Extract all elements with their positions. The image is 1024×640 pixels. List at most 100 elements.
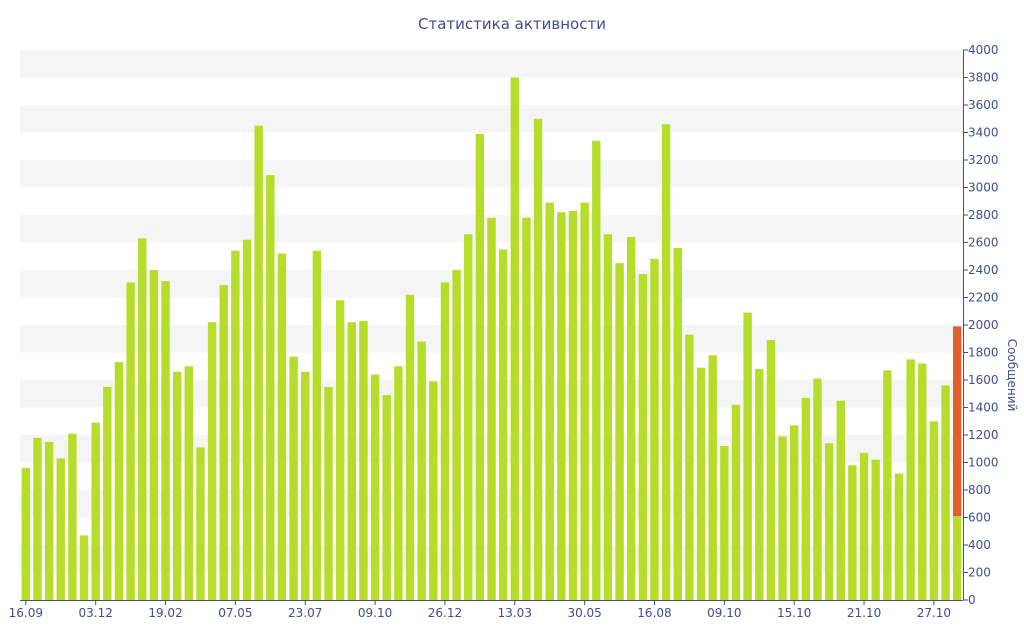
bar — [242, 239, 252, 600]
x-tick-label: 27.10 — [917, 606, 951, 620]
bar — [778, 436, 787, 600]
bar — [848, 465, 857, 600]
y-tick-label: 0 — [968, 593, 976, 607]
bar — [952, 516, 962, 600]
bar — [824, 443, 834, 600]
bar — [161, 281, 170, 600]
bar — [370, 374, 380, 600]
bar — [324, 386, 333, 600]
bar — [91, 422, 100, 600]
bar-highlight — [952, 326, 962, 517]
bar — [79, 535, 89, 600]
x-tick-label: 07.05 — [218, 606, 252, 620]
bar — [301, 371, 310, 600]
grid-band — [20, 105, 963, 133]
bar — [720, 446, 729, 600]
bar — [487, 217, 496, 600]
x-axis: 16.09 03.12 19.02 07.05 23.07 09.10 26.12 13.03… — [9, 600, 963, 620]
bar — [498, 249, 508, 600]
bar — [475, 133, 485, 600]
x-tick-label: 16.08 — [637, 606, 671, 620]
bar — [103, 386, 112, 600]
bar — [196, 447, 205, 600]
bar — [906, 359, 915, 600]
bar — [33, 437, 42, 600]
bar — [859, 452, 869, 600]
bar — [312, 250, 322, 600]
bar — [836, 400, 845, 600]
y-tick-label: 1400 — [968, 401, 999, 415]
bar — [207, 322, 217, 600]
y-tick-label: 2600 — [968, 236, 999, 250]
bar — [603, 234, 613, 600]
bar — [766, 340, 776, 600]
bar — [522, 217, 531, 600]
x-tick-label: 30.05 — [567, 606, 601, 620]
grid-band — [20, 160, 963, 188]
y-tick-label: 4000 — [968, 43, 999, 57]
bar — [871, 459, 880, 600]
bar — [661, 124, 671, 600]
bar — [149, 270, 159, 600]
bar — [452, 270, 461, 600]
bar — [429, 381, 438, 600]
bar — [44, 441, 54, 600]
x-tick-label: 26.12 — [428, 606, 462, 620]
x-tick-label: 15.10 — [777, 606, 811, 620]
bar — [440, 282, 450, 600]
bar — [405, 294, 415, 600]
bar — [755, 369, 764, 600]
bar — [813, 378, 822, 600]
bar — [673, 248, 682, 600]
bar — [731, 404, 741, 600]
bar — [347, 322, 356, 600]
y-axis: 0 200 400 600 800 1000 1200 1400 1600 1800 2000 220… — [963, 43, 999, 607]
y-tick-label: 3000 — [968, 181, 999, 195]
bar — [417, 341, 426, 600]
bar — [929, 421, 939, 600]
bar — [219, 285, 228, 600]
bar — [580, 202, 589, 600]
y-tick-label: 2400 — [968, 263, 999, 277]
bar-series — [21, 77, 962, 600]
bar — [883, 370, 892, 600]
bar — [568, 210, 578, 600]
bar — [696, 367, 706, 600]
y-tick-label: 3200 — [968, 153, 999, 167]
bar — [627, 237, 636, 600]
bar — [638, 274, 648, 600]
y-tick-label: 3600 — [968, 98, 999, 112]
bar — [382, 395, 391, 600]
bar — [21, 468, 31, 600]
y-tick-label: 1600 — [968, 373, 999, 387]
y-tick-label: 1800 — [968, 346, 999, 360]
bar — [172, 371, 182, 600]
x-tick-label: 23.07 — [288, 606, 322, 620]
x-tick-label: 21.10 — [847, 606, 881, 620]
bar — [335, 300, 345, 600]
x-tick-label: 03.12 — [78, 606, 112, 620]
y-tick-label: 3400 — [968, 126, 999, 140]
bar — [114, 362, 124, 600]
bar — [510, 77, 519, 600]
y-tick-label: 3800 — [968, 71, 999, 85]
bar — [533, 118, 543, 600]
bar — [685, 334, 694, 600]
x-tick-label: 16.09 — [9, 606, 43, 620]
y-tick-label: 2200 — [968, 291, 999, 305]
bar — [184, 366, 193, 600]
bar — [894, 473, 904, 600]
y-tick-label: 600 — [968, 511, 991, 525]
bar — [918, 363, 927, 600]
bar — [266, 175, 275, 600]
bar — [231, 250, 240, 600]
bar — [615, 263, 624, 600]
bar — [277, 253, 287, 600]
y-tick-label: 2800 — [968, 208, 999, 222]
bar — [790, 425, 799, 600]
y-tick-label: 800 — [968, 483, 991, 497]
bar — [557, 212, 566, 600]
y-tick-label: 400 — [968, 538, 991, 552]
